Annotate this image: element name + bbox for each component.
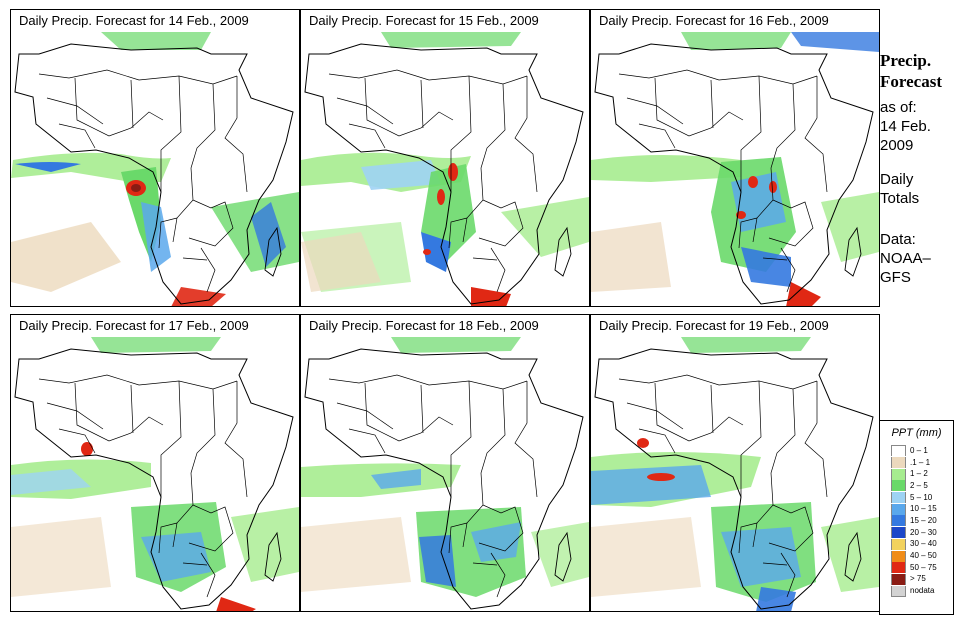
legend-swatch	[891, 480, 906, 492]
precip-map	[301, 32, 589, 306]
legend-label: 1 – 2	[910, 469, 928, 479]
legend-label: 5 – 10	[910, 492, 933, 502]
forecast-panel-18-feb: Daily Precip. Forecast for 18 Feb., 2009	[300, 314, 590, 612]
forecast-panel-16-feb: Daily Precip. Forecast for 16 Feb., 2009	[590, 9, 880, 307]
precip-map	[591, 337, 879, 611]
legend-label: 20 – 30	[910, 527, 937, 537]
legend-title: PPT (mm)	[891, 427, 942, 439]
daily-line1: Daily	[880, 171, 914, 188]
as-of-block: as of: 14 Feb. 2009	[880, 98, 931, 155]
data-line3: GFS	[880, 269, 911, 286]
legend-label: 10 – 15	[910, 504, 937, 514]
legend-item: 50 – 75	[880, 562, 953, 574]
legend-swatch	[891, 457, 906, 469]
legend-label: 40 – 50	[910, 551, 937, 561]
legend-label: 2 – 5	[910, 480, 928, 490]
forecast-panel-17-feb: Daily Precip. Forecast for 17 Feb., 2009	[10, 314, 300, 612]
legend-label: 15 – 20	[910, 515, 937, 525]
data-source-block: Data: NOAA– GFS	[880, 230, 931, 287]
legend-item: 1 – 2	[880, 468, 953, 480]
data-line2: NOAA–	[880, 250, 931, 267]
panel-title: Daily Precip. Forecast for 16 Feb., 2009	[591, 10, 879, 33]
forecast-panel-14-feb: Daily Precip. Forecast for 14 Feb., 2009	[10, 9, 300, 307]
legend-item: 10 – 15	[880, 503, 953, 515]
side-title-line2: Forecast	[880, 72, 942, 91]
legend-item: 40 – 50	[880, 550, 953, 562]
legend-swatch	[891, 527, 906, 539]
legend-swatch	[891, 468, 906, 480]
legend-label: nodata	[910, 586, 935, 596]
side-title: Precip. Forecast	[880, 50, 942, 92]
panel-title: Daily Precip. Forecast for 17 Feb., 2009	[11, 315, 299, 338]
legend-swatch	[891, 515, 906, 527]
forecast-panel-19-feb: Daily Precip. Forecast for 19 Feb., 2009	[590, 314, 880, 612]
as-of-label: as of:	[880, 99, 917, 116]
legend-item: 20 – 30	[880, 527, 953, 539]
panel-title: Daily Precip. Forecast for 19 Feb., 2009	[591, 315, 879, 338]
legend-label: > 75	[910, 574, 926, 584]
as-of-date-line2: 2009	[880, 137, 914, 154]
legend-item: nodata	[880, 585, 953, 597]
legend-swatch	[891, 573, 906, 585]
legend-swatch	[891, 492, 906, 504]
legend-item: 15 – 20	[880, 515, 953, 527]
legend-swatch	[891, 562, 906, 574]
daily-line2: Totals	[880, 190, 920, 207]
legend-swatch	[891, 550, 906, 562]
legend-swatch	[891, 538, 906, 550]
legend-item: > 75	[880, 573, 953, 586]
legend-item: 5 – 10	[880, 492, 953, 504]
side-title-line1: Precip.	[880, 51, 932, 70]
daily-totals-block: Daily Totals	[880, 170, 919, 208]
precip-map	[301, 337, 589, 611]
precip-map	[11, 32, 299, 306]
legend-swatch	[891, 445, 906, 457]
precip-map	[11, 337, 299, 611]
as-of-date-line1: 14 Feb.	[880, 118, 931, 135]
data-line1: Data:	[880, 231, 916, 248]
legend-swatch	[891, 503, 906, 515]
precip-map	[591, 32, 879, 306]
legend-label: 50 – 75	[910, 562, 937, 572]
panel-title: Daily Precip. Forecast for 15 Feb., 2009	[301, 10, 589, 33]
panel-title: Daily Precip. Forecast for 18 Feb., 2009	[301, 315, 589, 338]
legend-item: 2 – 5	[880, 480, 953, 492]
legend-item: 30 – 40	[880, 538, 953, 551]
legend-label: .1 – 1	[910, 457, 931, 467]
legend-label: 30 – 40	[910, 539, 937, 549]
legend-label: 0 – 1	[910, 445, 928, 455]
legend-item: 0 – 1	[880, 445, 953, 457]
legend-swatch	[891, 585, 906, 597]
legend-item: .1 – 1	[880, 457, 953, 469]
panel-title: Daily Precip. Forecast for 14 Feb., 2009	[11, 10, 299, 33]
forecast-panel-15-feb: Daily Precip. Forecast for 15 Feb., 2009	[300, 9, 590, 307]
